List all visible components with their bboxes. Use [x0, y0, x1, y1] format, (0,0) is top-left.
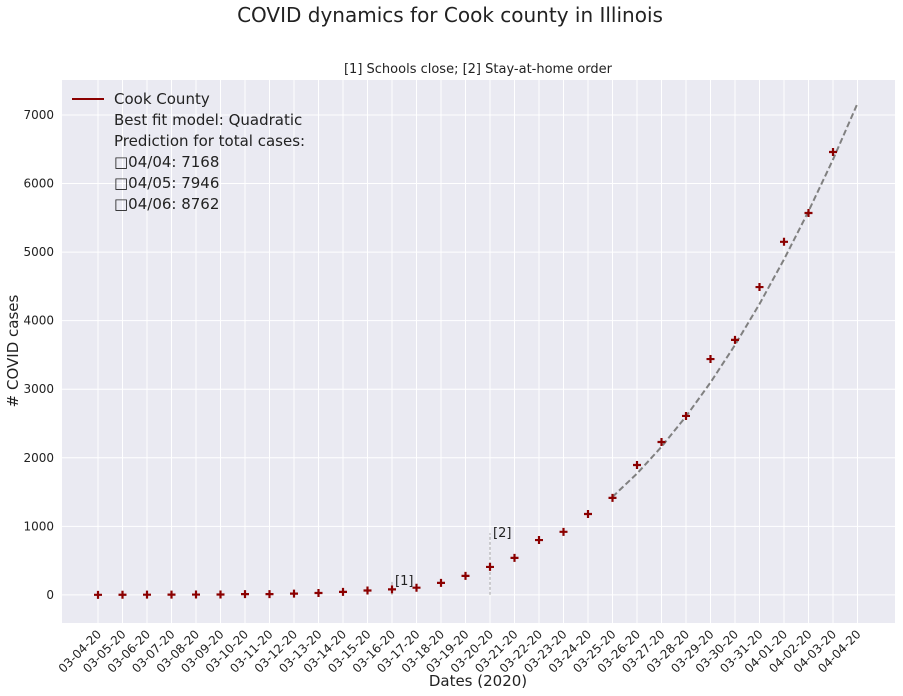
- chart-title: COVID dynamics for Cook county in Illino…: [237, 3, 663, 27]
- y-tick-label: 6000: [23, 177, 54, 191]
- legend-note: Prediction for total cases:: [114, 132, 305, 150]
- data-point: [314, 588, 323, 597]
- y-tick-label: 2000: [23, 451, 54, 465]
- chart-subtitle: [1] Schools close; [2] Stay-at-home orde…: [344, 62, 613, 77]
- data-point: [216, 590, 225, 599]
- y-tick-label: 7000: [23, 108, 54, 122]
- data-point: [388, 585, 396, 594]
- data-point: [118, 590, 127, 599]
- data-point: [265, 590, 274, 599]
- y-axis-label: # COVID cases: [4, 294, 22, 407]
- data-point: [510, 553, 519, 562]
- data-point: [167, 590, 176, 599]
- data-point: [682, 411, 690, 420]
- data-point: [535, 536, 543, 545]
- data-point: [731, 335, 739, 344]
- data-point: [608, 493, 617, 502]
- data-point: [829, 147, 837, 156]
- data-point: [412, 583, 421, 592]
- annotation-text: [1]: [395, 574, 413, 589]
- data-point: [486, 562, 494, 571]
- data-point: [633, 460, 641, 469]
- data-point: [780, 237, 788, 246]
- data-point: [437, 578, 445, 587]
- data-point: [94, 590, 102, 599]
- data-point: [559, 527, 568, 536]
- annotation-text: [2]: [493, 526, 511, 541]
- data-point: [804, 209, 813, 218]
- data-point: [241, 590, 249, 599]
- data-point: [339, 587, 347, 596]
- y-tick-label: 1000: [23, 519, 54, 533]
- y-tick-label: 5000: [23, 245, 54, 259]
- data-point: [192, 590, 200, 599]
- y-tick-label: 0: [46, 588, 54, 602]
- data-point: [143, 590, 151, 599]
- data-point: [584, 509, 592, 518]
- y-tick-label: 3000: [23, 382, 54, 396]
- data-point: [657, 438, 666, 446]
- y-tick-label: 4000: [23, 314, 54, 328]
- fit-line: [611, 103, 859, 498]
- x-axis-label: Dates (2020): [429, 672, 527, 690]
- data-point: [755, 283, 764, 292]
- data-point: [290, 589, 298, 598]
- data-point: [363, 586, 372, 595]
- legend-note: □04/05: 7946: [114, 174, 219, 192]
- legend-note: □04/06: 8762: [114, 195, 219, 213]
- plot-area: [62, 80, 895, 623]
- legend-label: Cook County: [114, 90, 210, 108]
- legend-note: □04/04: 7168: [114, 153, 219, 171]
- data-point: [706, 355, 715, 364]
- legend-note: Best fit model: Quadratic: [114, 111, 302, 129]
- data-point: [461, 571, 470, 580]
